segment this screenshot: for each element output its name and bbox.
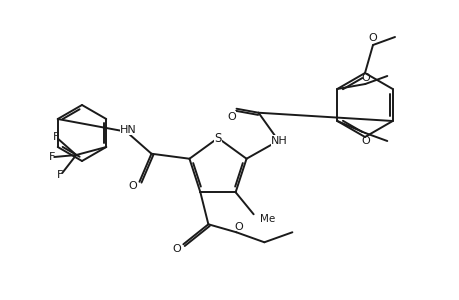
Text: O: O <box>234 222 242 232</box>
Text: F: F <box>49 152 56 162</box>
Text: O: O <box>128 181 136 191</box>
Text: Me: Me <box>259 214 274 224</box>
Text: O: O <box>360 73 369 83</box>
Text: O: O <box>368 33 376 43</box>
Text: F: F <box>53 132 60 142</box>
Text: O: O <box>172 244 180 254</box>
Text: O: O <box>227 112 235 122</box>
Text: F: F <box>57 170 63 180</box>
Text: S: S <box>214 131 221 145</box>
Text: HN: HN <box>120 125 136 135</box>
Text: O: O <box>360 136 369 146</box>
Text: NH: NH <box>270 136 287 146</box>
